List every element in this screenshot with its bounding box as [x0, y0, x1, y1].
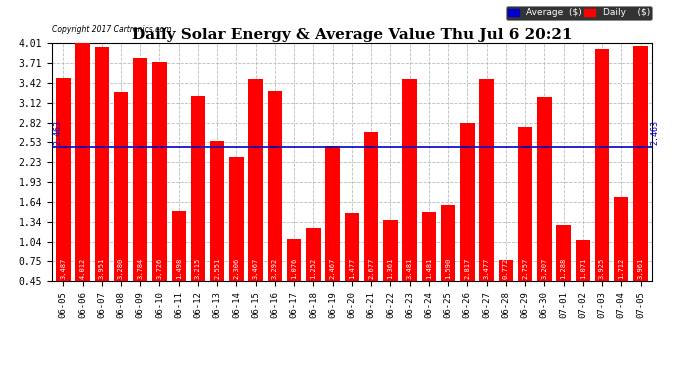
Text: 2.463: 2.463 — [54, 120, 63, 145]
Text: 1.361: 1.361 — [387, 258, 393, 279]
Bar — [556, 225, 571, 311]
Bar — [364, 132, 378, 311]
Bar — [633, 46, 648, 311]
Text: 1.252: 1.252 — [310, 258, 317, 279]
Text: 3.280: 3.280 — [118, 258, 124, 279]
Bar — [614, 197, 629, 311]
Bar — [268, 91, 282, 311]
Bar — [287, 239, 302, 311]
Text: 1.076: 1.076 — [291, 258, 297, 279]
Bar — [190, 96, 205, 311]
Text: 2.467: 2.467 — [330, 258, 335, 279]
Bar — [537, 97, 551, 311]
Text: 3.784: 3.784 — [137, 258, 144, 279]
Text: 1.071: 1.071 — [580, 258, 586, 279]
Text: 3.481: 3.481 — [406, 258, 413, 279]
Bar — [441, 205, 455, 311]
Text: 3.925: 3.925 — [599, 258, 605, 279]
Text: 3.467: 3.467 — [253, 258, 259, 279]
Text: 0.772: 0.772 — [503, 258, 509, 279]
Text: 1.481: 1.481 — [426, 258, 432, 279]
Bar — [248, 80, 263, 311]
Text: 1.498: 1.498 — [176, 258, 181, 279]
Legend: Average  ($), Daily    ($): Average ($), Daily ($) — [506, 6, 652, 20]
Text: 2.677: 2.677 — [368, 258, 374, 279]
Bar — [210, 141, 224, 311]
Text: 1.590: 1.590 — [445, 258, 451, 279]
Bar — [56, 78, 70, 311]
Title: Daily Solar Energy & Average Value Thu Jul 6 20:21: Daily Solar Energy & Average Value Thu J… — [132, 28, 572, 42]
Bar — [152, 62, 167, 311]
Text: 1.288: 1.288 — [560, 258, 566, 279]
Bar — [133, 58, 148, 311]
Bar — [172, 211, 186, 311]
Bar — [460, 123, 475, 311]
Bar — [383, 220, 397, 311]
Text: 1.712: 1.712 — [618, 258, 624, 279]
Text: 2.757: 2.757 — [522, 258, 528, 279]
Bar — [595, 49, 609, 311]
Text: 4.012: 4.012 — [79, 258, 86, 279]
Text: 3.961: 3.961 — [638, 258, 644, 279]
Text: 1.477: 1.477 — [349, 258, 355, 279]
Bar — [114, 92, 128, 311]
Bar — [422, 212, 436, 311]
Text: 3.292: 3.292 — [272, 258, 278, 279]
Bar — [306, 228, 321, 311]
Bar — [518, 127, 532, 311]
Bar — [326, 146, 340, 311]
Text: 2.551: 2.551 — [214, 258, 220, 279]
Bar — [75, 43, 90, 311]
Bar — [95, 47, 109, 311]
Bar — [575, 240, 590, 311]
Bar — [499, 260, 513, 311]
Text: 2.306: 2.306 — [233, 258, 239, 279]
Text: 3.477: 3.477 — [484, 258, 490, 279]
Text: 2.817: 2.817 — [464, 258, 471, 279]
Text: 3.726: 3.726 — [157, 258, 163, 279]
Bar — [229, 157, 244, 311]
Bar — [480, 79, 494, 311]
Text: 2.463: 2.463 — [650, 120, 659, 145]
Text: 3.951: 3.951 — [99, 258, 105, 279]
Text: Copyright 2017 Cartronics.com: Copyright 2017 Cartronics.com — [52, 25, 171, 34]
Text: 3.215: 3.215 — [195, 258, 201, 279]
Bar — [345, 213, 359, 311]
Text: 3.487: 3.487 — [60, 258, 66, 279]
Bar — [402, 78, 417, 311]
Text: 3.207: 3.207 — [541, 258, 547, 279]
